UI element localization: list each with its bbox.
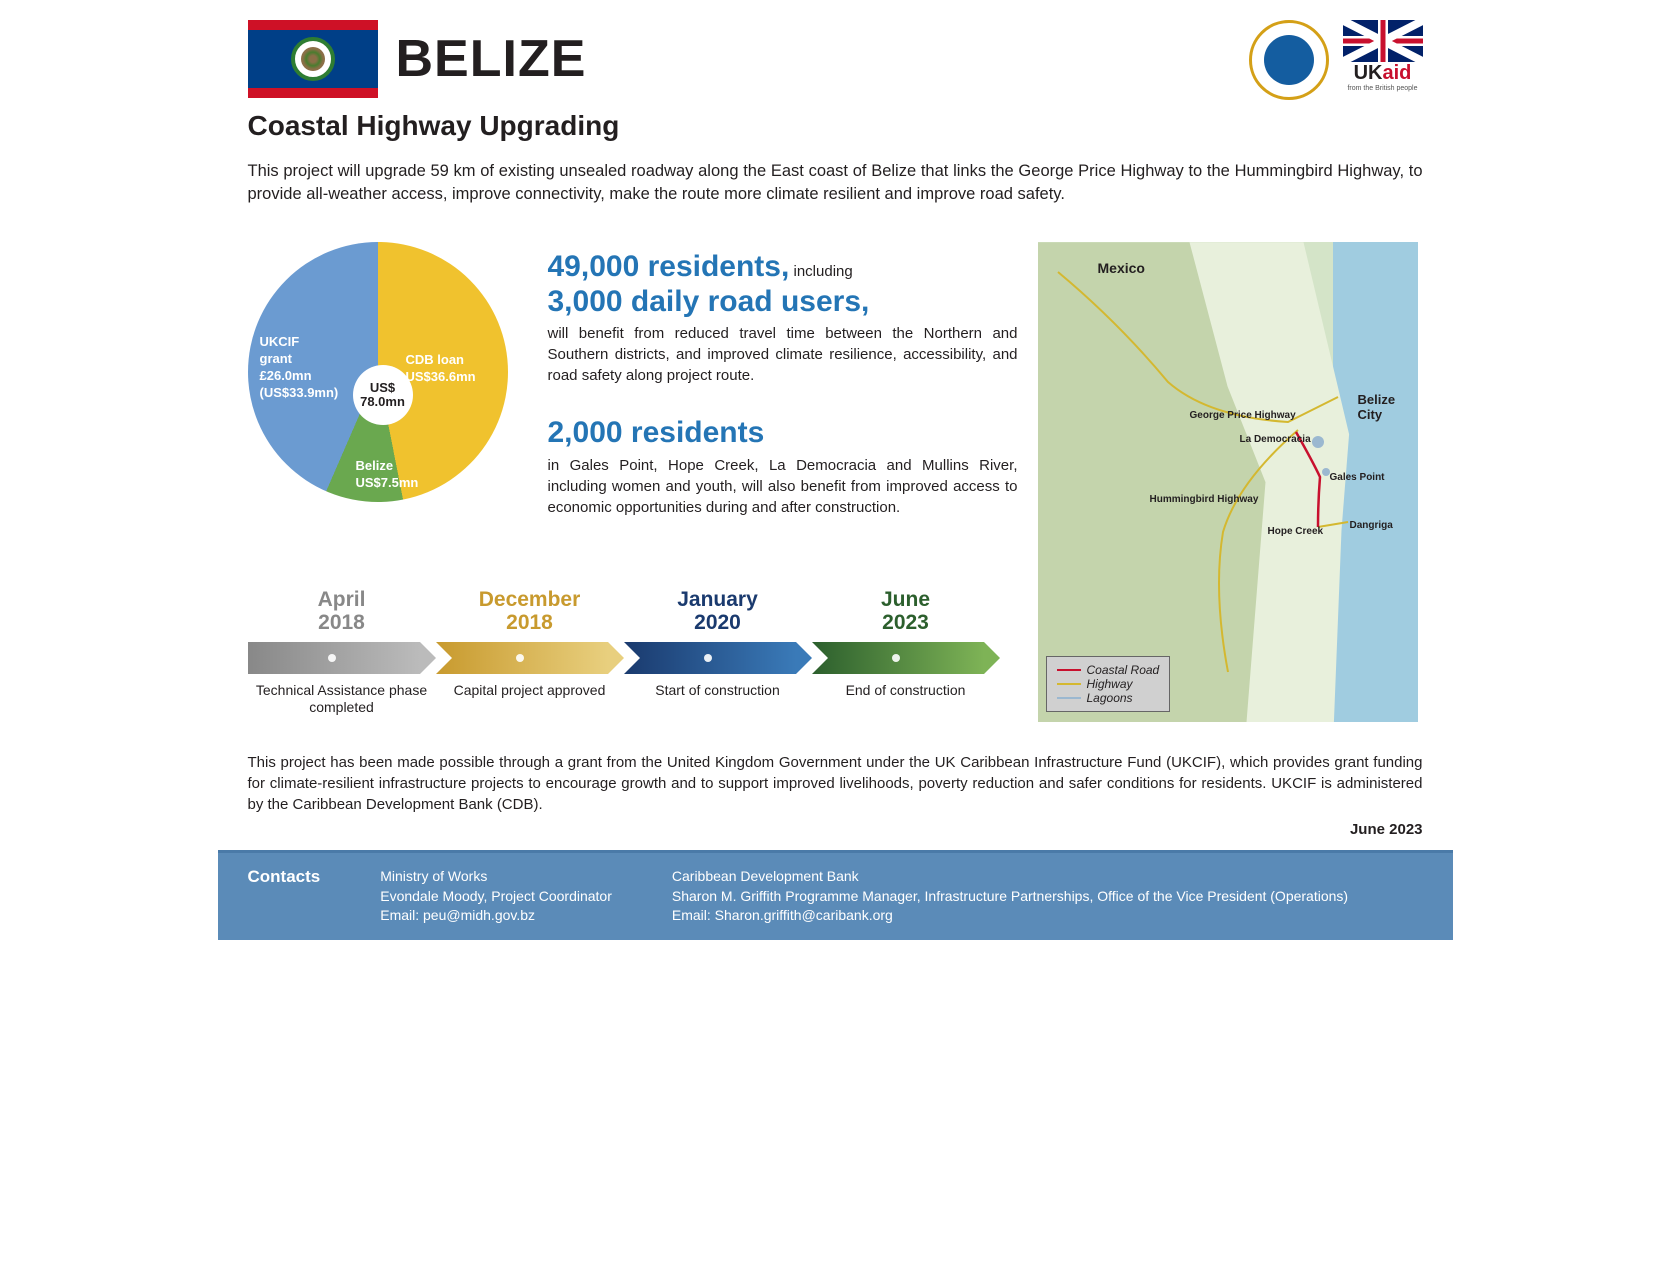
header-left: BELIZE Coastal Highway Upgrading: [248, 20, 620, 142]
timeline-arrow-icon: [812, 642, 1000, 674]
pie-center-total: US$ 78.0mn: [353, 365, 413, 425]
contacts-left-1: Ministry of Works: [380, 867, 612, 887]
timeline-label: Start of construction: [624, 682, 812, 700]
contacts-right-1: Caribbean Development Bank: [672, 867, 1348, 887]
contacts-right-2: Sharon M. Griffith Programme Manager, In…: [672, 887, 1348, 907]
map-place-label: Gales Point: [1330, 472, 1385, 483]
belize-flag-icon: [248, 20, 378, 98]
timeline-date: December2018: [436, 588, 624, 634]
timeline-item: January2020 Start of construction: [624, 588, 812, 717]
country-title: BELIZE: [396, 29, 587, 89]
pie-slice-label: UKCIFgrant£26.0mn(US$33.9mn): [260, 334, 339, 402]
contacts-bar: Contacts Ministry of Works Evondale Mood…: [218, 850, 1453, 940]
ukaid-uk: UK: [1354, 62, 1383, 84]
funding-pie-chart: US$ 78.0mn CDB loanUS$36.6mn BelizeUS$7.5…: [248, 242, 518, 548]
page-root: BELIZE Coastal Highway Upgrading UKaid f…: [218, 0, 1453, 838]
footer-paragraph: This project has been made possible thro…: [248, 752, 1423, 815]
ukaid-aid: aid: [1382, 62, 1411, 84]
map-place-label: George Price Highway: [1190, 410, 1296, 421]
map-place-label: Dangriga: [1350, 520, 1393, 531]
map-legend: Coastal RoadHighwayLagoons: [1046, 656, 1171, 712]
contacts-right-3: Email: Sharon.griffith@caribank.org: [672, 906, 1348, 926]
timeline-item: June2023 End of construction: [812, 588, 1000, 717]
timeline-date: January2020: [624, 588, 812, 634]
map-place-label: Hope Creek: [1268, 526, 1324, 537]
project-timeline: April2018 Technical Assistance phase com…: [248, 588, 1018, 717]
intro-paragraph: This project will upgrade 59 km of exist…: [248, 160, 1423, 206]
contacts-heading: Contacts: [248, 867, 321, 926]
map-legend-row: Highway: [1057, 677, 1160, 691]
map-legend-row: Coastal Road: [1057, 663, 1160, 677]
stat-body-2: in Gales Point, Hope Creek, La Democraci…: [548, 455, 1018, 518]
project-map: Mexico Belize City George Price Highway La…: [1038, 242, 1418, 722]
header: BELIZE Coastal Highway Upgrading UKaid f…: [248, 20, 1423, 142]
pie-center-amount: 78.0mn: [360, 395, 405, 409]
ukaid-logo-icon: UKaid from the British people: [1343, 20, 1423, 92]
project-subtitle: Coastal Highway Upgrading: [248, 110, 620, 142]
pie-slice-label: BelizeUS$7.5mn: [356, 458, 419, 492]
timeline-arrow-icon: [624, 642, 812, 674]
map-label-mexico: Mexico: [1098, 260, 1145, 276]
header-logos: UKaid from the British people: [1249, 20, 1423, 100]
contacts-right-block: Caribbean Development Bank Sharon M. Gri…: [672, 867, 1348, 926]
contacts-left-3: Email: peu@midh.gov.bz: [380, 906, 612, 926]
contacts-left-block: Ministry of Works Evondale Moody, Projec…: [380, 867, 612, 926]
stats-column: 49,000 residents, including 3,000 daily …: [548, 242, 1018, 548]
cdb-logo-icon: [1249, 20, 1329, 100]
flag-title-row: BELIZE: [248, 20, 620, 98]
timeline-label: End of construction: [812, 682, 1000, 700]
stat-headline-2: 2,000 residents: [548, 416, 1018, 451]
pie-center-currency: US$: [370, 381, 395, 395]
contacts-left-2: Evondale Moody, Project Coordinator: [380, 887, 612, 907]
stat-block-1: 49,000 residents, including 3,000 daily …: [548, 250, 1018, 386]
timeline-arrow-icon: [248, 642, 436, 674]
map-place-label: Belize City: [1358, 392, 1418, 422]
timeline-date: April2018: [248, 588, 436, 634]
stat-block-2: 2,000 residents in Gales Point, Hope Cre…: [548, 416, 1018, 518]
stat-headline-1: 49,000 residents, including 3,000 daily …: [548, 250, 1018, 319]
timeline-arrow-icon: [436, 642, 624, 674]
main-content: US$ 78.0mn CDB loanUS$36.6mn BelizeUS$7.5…: [248, 242, 1423, 722]
pie-slice-label: CDB loanUS$36.6mn: [406, 352, 476, 386]
timeline-date: June2023: [812, 588, 1000, 634]
timeline-item: April2018 Technical Assistance phase com…: [248, 588, 436, 717]
stat-body-1: will benefit from reduced travel time be…: [548, 323, 1018, 386]
timeline-item: December2018 Capital project approved: [436, 588, 624, 717]
left-column: US$ 78.0mn CDB loanUS$36.6mn BelizeUS$7.5…: [248, 242, 1018, 722]
timeline-label: Technical Assistance phase completed: [248, 682, 436, 717]
map-place-label: La Democracia: [1240, 434, 1311, 445]
charts-row: US$ 78.0mn CDB loanUS$36.6mn BelizeUS$7.5…: [248, 242, 1018, 548]
timeline-label: Capital project approved: [436, 682, 624, 700]
map-place-label: Hummingbird Highway: [1150, 494, 1259, 505]
ukaid-tagline: from the British people: [1343, 85, 1423, 92]
date-stamp: June 2023: [248, 821, 1423, 838]
map-legend-row: Lagoons: [1057, 691, 1160, 705]
